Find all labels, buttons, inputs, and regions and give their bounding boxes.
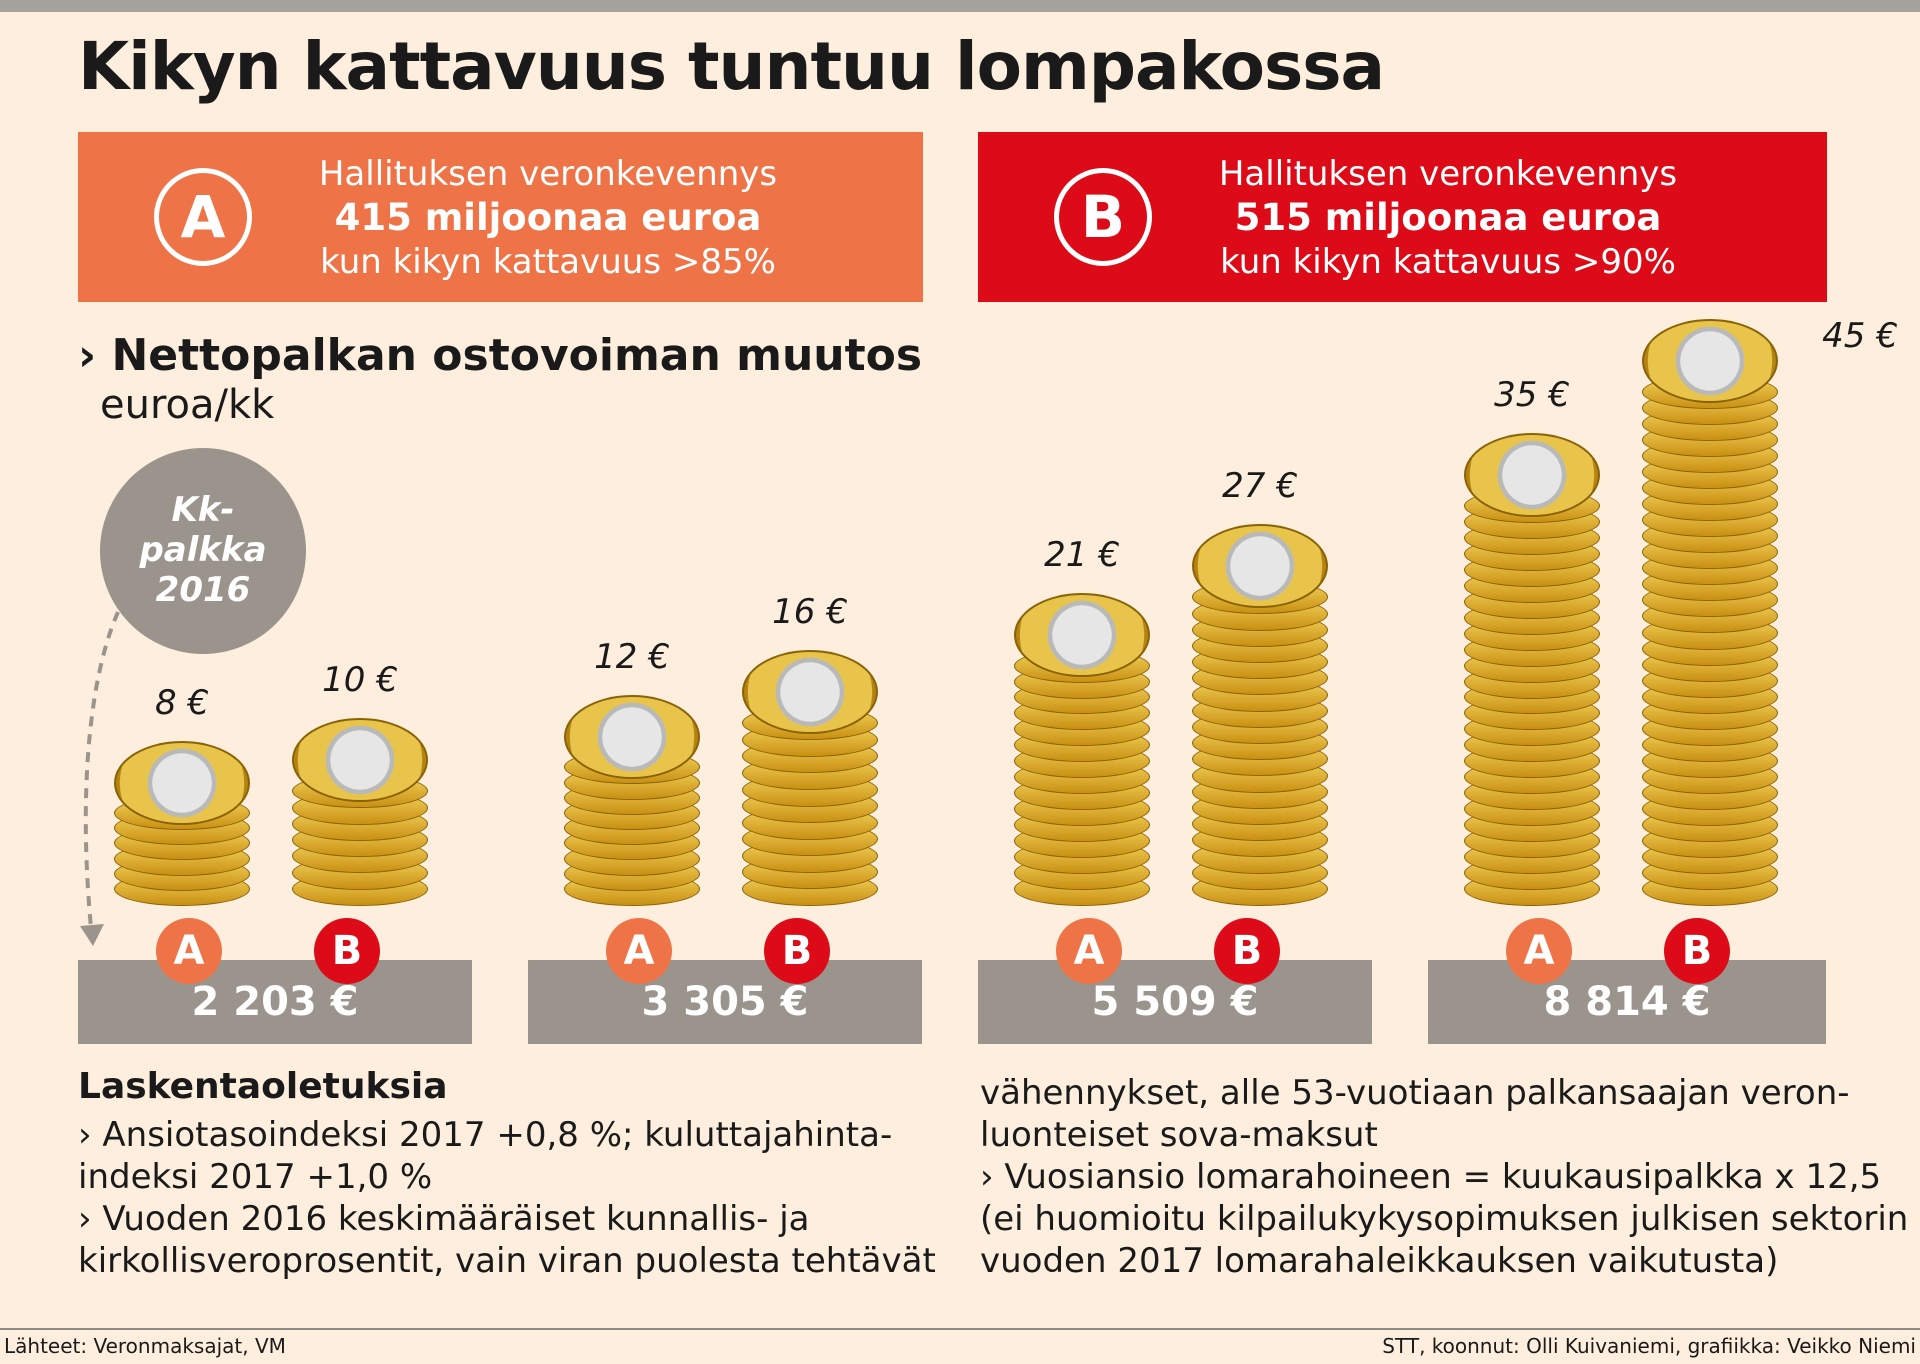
- salary-base-label: 5 509 €: [978, 960, 1372, 1044]
- euro-coin-icon: [114, 740, 250, 825]
- note-line: indeksi 2017 +1,0 %: [78, 1157, 433, 1197]
- scenario-b-text: Hallituksen veronkevennys 515 miljoonaa …: [1158, 152, 1738, 284]
- note-line: (ei huomioitu kilpailukykysopimuksen jul…: [980, 1199, 1909, 1239]
- chart-subtitle: › Nettopalkan ostovoiman muutos: [78, 330, 923, 381]
- series-badge-b: B: [764, 918, 830, 984]
- euro-coin-icon: [292, 718, 428, 802]
- series-badge-a: A: [156, 918, 222, 984]
- euro-coin-icon: [742, 649, 878, 734]
- chart-unit: euroa/kk: [100, 382, 275, 428]
- value-label-b: 16 €: [772, 591, 848, 632]
- dashed-arrow-line: [83, 611, 120, 939]
- note-line: luonteiset sova-maksut: [980, 1115, 1378, 1155]
- euro-coin-icon: [564, 695, 700, 780]
- series-badge-b: B: [1214, 918, 1280, 984]
- salary-base-label: 2 203 €: [78, 960, 472, 1044]
- value-label-a: 21 €: [1044, 534, 1120, 575]
- scenario-a-line2: 415 miljoonaa euroa: [334, 196, 762, 239]
- euro-coin-icon: [1192, 524, 1328, 609]
- page-title: Kikyn kattavuus tuntuu lompakossa: [78, 28, 1385, 105]
- note-line: kirkollisveroprosentit, vain viran puole…: [78, 1241, 936, 1281]
- value-label-a: 35 €: [1494, 375, 1570, 415]
- notes-heading: Laskentaoletuksia: [78, 1066, 448, 1107]
- value-label-b: 10 €: [322, 660, 398, 700]
- scenario-b-line1: Hallituksen veronkevennys: [1218, 154, 1678, 194]
- series-badge-a: A: [606, 918, 672, 984]
- monthly-salary-circle: Kk- palkka 2016: [100, 448, 306, 654]
- notes-right: vähennykset, alle 53-vuotiaan palkansaaj…: [980, 1072, 1908, 1282]
- scenario-a-box: A Hallituksen veronkevennys 415 miljoona…: [78, 132, 923, 302]
- credit-text: STT, koonnut: Olli Kuivaniemi, grafiikka…: [1382, 1334, 1916, 1358]
- source-text: Lähteet: Veronmaksajat, VM: [4, 1334, 286, 1358]
- kk-label-line2: palkka: [139, 530, 267, 570]
- dashed-arrow-head: [80, 924, 104, 946]
- scenario-b-line2: 515 miljoonaa euroa: [1234, 196, 1662, 239]
- euro-coin-icon: [1014, 592, 1150, 677]
- footer-divider: [0, 1328, 1920, 1330]
- kk-label-line1: Kk-: [171, 490, 235, 530]
- scenario-b-box: B Hallituksen veronkevennys 515 miljoona…: [978, 132, 1827, 302]
- note-line: › Ansiotasoindeksi 2017 +0,8 %; kuluttaj…: [78, 1115, 893, 1155]
- note-line: vuoden 2017 lomarahaleikkauksen vaikutus…: [980, 1241, 1779, 1281]
- scenario-b-line3: kun kikyn kattavuus >90%: [1220, 242, 1676, 282]
- value-label-a: 8 €: [154, 682, 210, 723]
- series-badge-b: B: [314, 918, 380, 984]
- series-badge-b: B: [1664, 918, 1730, 984]
- value-label-a: 12 €: [594, 637, 670, 678]
- series-badge-a: A: [1506, 918, 1572, 984]
- euro-coin-icon: [1642, 319, 1778, 403]
- scenario-a-line1: Hallituksen veronkevennys: [318, 154, 778, 194]
- value-label-b: 45 €: [1822, 316, 1898, 356]
- note-line: › Vuosiansio lomarahoineen = kuukausipal…: [980, 1157, 1882, 1197]
- salary-base-label: 8 814 €: [1428, 960, 1826, 1044]
- euro-coin-icon: [1464, 433, 1600, 517]
- top-bar: [0, 0, 1920, 12]
- value-label-b: 27 €: [1222, 466, 1298, 507]
- kk-label-line3: 2016: [155, 570, 251, 610]
- scenario-b-letter: B: [1054, 168, 1152, 266]
- notes-left: › Ansiotasoindeksi 2017 +0,8 %; kuluttaj…: [78, 1114, 936, 1282]
- scenario-a-line3: kun kikyn kattavuus >85%: [320, 242, 776, 282]
- scenario-a-text: Hallituksen veronkevennys 415 miljoonaa …: [258, 152, 838, 284]
- note-line: › Vuoden 2016 keskimääräiset kunnallis- …: [78, 1199, 810, 1239]
- scenario-a-letter: A: [154, 168, 252, 266]
- salary-base-label: 3 305 €: [528, 960, 922, 1044]
- note-line: vähennykset, alle 53-vuotiaan palkansaaj…: [980, 1073, 1850, 1113]
- series-badge-a: A: [1056, 918, 1122, 984]
